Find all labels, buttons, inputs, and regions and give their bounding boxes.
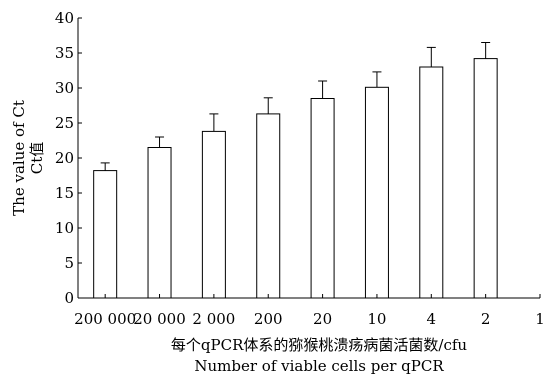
bar (93, 170, 118, 299)
y-axis-label-cn: Ct值 (28, 142, 46, 175)
x-category-label: 200 000 (74, 310, 136, 328)
bar (201, 130, 226, 299)
bar (419, 66, 444, 299)
y-tick-label: 15 (55, 184, 74, 202)
x-axis-label-cn: 每个qPCR体系的猕猴桃溃疡病菌活菌数/cfu (171, 336, 467, 354)
x-category-label: 4 (427, 310, 437, 328)
x-category-label: 1 (535, 310, 543, 328)
y-tick-label: 25 (55, 114, 74, 132)
y-ticks-group: 0 5 10 15 20 25 30 35 40 (55, 9, 82, 307)
x-category-label: 20 000 (133, 310, 186, 328)
x-category-label: 200 (254, 310, 283, 328)
x-category-label: 20 (313, 310, 332, 328)
bar (364, 86, 389, 299)
x-axis-label-en: Number of viable cells per qPCR (194, 357, 444, 375)
y-tick-label: 0 (64, 289, 74, 307)
y-tick-label: 5 (64, 254, 74, 272)
y-axis-label-en: The value of Ct (10, 100, 28, 216)
x-category-label: 10 (367, 310, 386, 328)
axes-group (77, 18, 540, 299)
bar (147, 147, 172, 299)
y-tick-label: 30 (55, 79, 74, 97)
bar (310, 98, 335, 299)
bars-group (93, 58, 498, 299)
y-tick-label: 20 (55, 149, 74, 167)
bar (473, 58, 498, 299)
y-tick-label: 40 (55, 9, 74, 27)
x-category-label: 2 000 (192, 310, 235, 328)
y-tick-label: 10 (55, 219, 74, 237)
error-bars-group (100, 42, 491, 171)
bar (256, 113, 281, 299)
y-tick-label: 35 (55, 44, 74, 62)
x-category-label: 2 (481, 310, 491, 328)
